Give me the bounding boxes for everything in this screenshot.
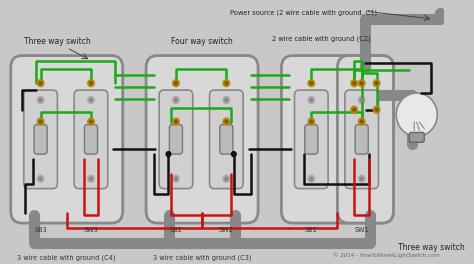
Text: © 2014 - HowToWireALightSwitch.com: © 2014 - HowToWireALightSwitch.com (334, 252, 440, 258)
Circle shape (37, 118, 44, 125)
Circle shape (37, 80, 44, 87)
FancyBboxPatch shape (11, 56, 123, 223)
Circle shape (90, 120, 92, 123)
Circle shape (360, 98, 363, 101)
FancyBboxPatch shape (305, 125, 318, 154)
Circle shape (310, 98, 313, 101)
Circle shape (223, 96, 229, 103)
Circle shape (88, 96, 94, 103)
Circle shape (39, 98, 42, 101)
Circle shape (225, 98, 228, 101)
Circle shape (308, 118, 315, 125)
Circle shape (174, 177, 177, 180)
Text: SW3: SW3 (83, 227, 99, 233)
Circle shape (39, 120, 42, 123)
Circle shape (88, 175, 94, 182)
FancyBboxPatch shape (169, 125, 182, 154)
Circle shape (173, 175, 179, 182)
Text: SW2: SW2 (219, 227, 234, 233)
Circle shape (173, 118, 179, 125)
FancyBboxPatch shape (34, 125, 47, 154)
Circle shape (351, 106, 357, 113)
Circle shape (358, 175, 365, 182)
Circle shape (225, 120, 228, 123)
Text: SW1: SW1 (355, 227, 369, 233)
Circle shape (360, 82, 363, 84)
Text: Three way switch: Three way switch (24, 37, 91, 46)
FancyBboxPatch shape (282, 56, 393, 223)
Circle shape (308, 175, 315, 182)
FancyBboxPatch shape (74, 90, 108, 188)
Text: SB3: SB3 (34, 227, 47, 233)
FancyBboxPatch shape (159, 90, 193, 188)
FancyBboxPatch shape (84, 125, 98, 154)
Circle shape (174, 120, 177, 123)
Circle shape (88, 80, 94, 87)
Circle shape (310, 120, 312, 123)
Circle shape (225, 82, 228, 84)
FancyBboxPatch shape (355, 125, 368, 154)
Circle shape (374, 106, 380, 113)
Circle shape (360, 177, 363, 180)
FancyBboxPatch shape (345, 90, 379, 188)
Circle shape (358, 96, 365, 103)
Circle shape (174, 82, 177, 84)
Circle shape (174, 98, 177, 101)
Text: SB2: SB2 (170, 227, 182, 233)
Text: 3 wire cable with ground (C4): 3 wire cable with ground (C4) (18, 254, 116, 261)
Circle shape (308, 80, 315, 87)
Circle shape (374, 80, 380, 87)
Circle shape (223, 175, 229, 182)
FancyBboxPatch shape (220, 125, 233, 154)
Text: Three way switch: Three way switch (398, 243, 465, 252)
Circle shape (166, 152, 171, 157)
Text: Power source (2 wire cable with ground, C1): Power source (2 wire cable with ground, … (230, 9, 377, 16)
FancyBboxPatch shape (294, 90, 328, 188)
Circle shape (360, 120, 363, 123)
Circle shape (90, 82, 92, 84)
Circle shape (310, 177, 313, 180)
Text: Four way switch: Four way switch (171, 37, 233, 46)
Circle shape (39, 177, 42, 180)
FancyBboxPatch shape (210, 90, 243, 188)
Circle shape (231, 152, 236, 157)
Text: 2 wire cable with ground (C2): 2 wire cable with ground (C2) (272, 36, 371, 43)
Circle shape (37, 175, 44, 182)
Circle shape (396, 93, 438, 136)
Circle shape (173, 96, 179, 103)
Circle shape (375, 82, 378, 84)
Circle shape (90, 177, 92, 180)
Circle shape (90, 98, 92, 101)
Circle shape (225, 177, 228, 180)
Circle shape (88, 118, 94, 125)
Text: SB1: SB1 (305, 227, 318, 233)
FancyBboxPatch shape (146, 56, 258, 223)
Circle shape (223, 80, 229, 87)
Circle shape (37, 96, 44, 103)
Circle shape (223, 118, 229, 125)
Circle shape (310, 82, 312, 84)
Circle shape (358, 118, 365, 125)
Circle shape (173, 80, 179, 87)
FancyBboxPatch shape (410, 133, 424, 142)
Circle shape (353, 109, 356, 111)
FancyBboxPatch shape (337, 56, 393, 223)
Circle shape (39, 82, 42, 84)
Circle shape (375, 109, 378, 111)
Circle shape (351, 80, 357, 87)
Circle shape (308, 96, 315, 103)
Circle shape (353, 82, 356, 84)
Circle shape (358, 80, 365, 87)
Text: 3 wire cable with ground (C3): 3 wire cable with ground (C3) (153, 254, 251, 261)
FancyBboxPatch shape (24, 90, 57, 188)
